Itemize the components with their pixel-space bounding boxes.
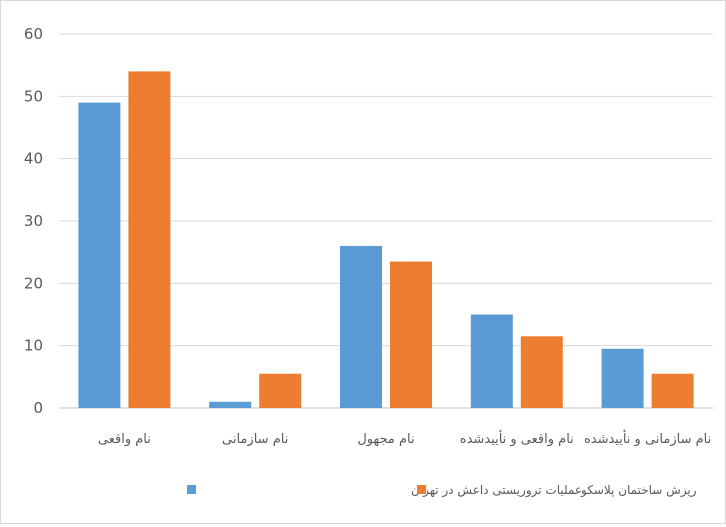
- y-tick-label: 40: [24, 150, 43, 168]
- legend-swatch: [187, 485, 196, 494]
- bar: [78, 102, 121, 409]
- bar: [340, 245, 382, 408]
- bar: [390, 261, 432, 408]
- bar: [128, 71, 171, 409]
- x-axis: نام واقعی نام سازمانی نام مجهول نام واقعی و…: [98, 429, 711, 447]
- bar: [601, 348, 644, 408]
- x-category-label: نام مجهول: [357, 432, 414, 447]
- bar: [470, 314, 513, 408]
- x-category-label: نام سازمانی و نأییدشده: [584, 429, 711, 447]
- y-tick-label: 30: [24, 212, 43, 230]
- bar: [651, 373, 694, 408]
- y-tick-label: 10: [24, 337, 43, 355]
- bar: [259, 373, 302, 408]
- x-category-label: نام واقعی: [98, 432, 151, 447]
- bar: [209, 401, 252, 408]
- bars: [78, 71, 694, 409]
- legend-label: عملیات تروریستی داعش در تهران: [411, 483, 582, 498]
- y-axis: 0 10 20 30 40 50 60: [24, 25, 43, 417]
- bar: [520, 336, 563, 408]
- y-tick-label: 60: [24, 25, 43, 43]
- y-tick-label: 0: [33, 399, 43, 417]
- y-tick-label: 50: [24, 87, 43, 105]
- x-category-label: نام سازمانی: [222, 432, 288, 447]
- x-category-label: نام واقعی و نأییدشده: [460, 429, 574, 447]
- legend-swatch: [417, 485, 426, 494]
- y-tick-label: 20: [24, 274, 43, 292]
- legend-label: ریزش ساختمان پلاسکو: [580, 483, 697, 498]
